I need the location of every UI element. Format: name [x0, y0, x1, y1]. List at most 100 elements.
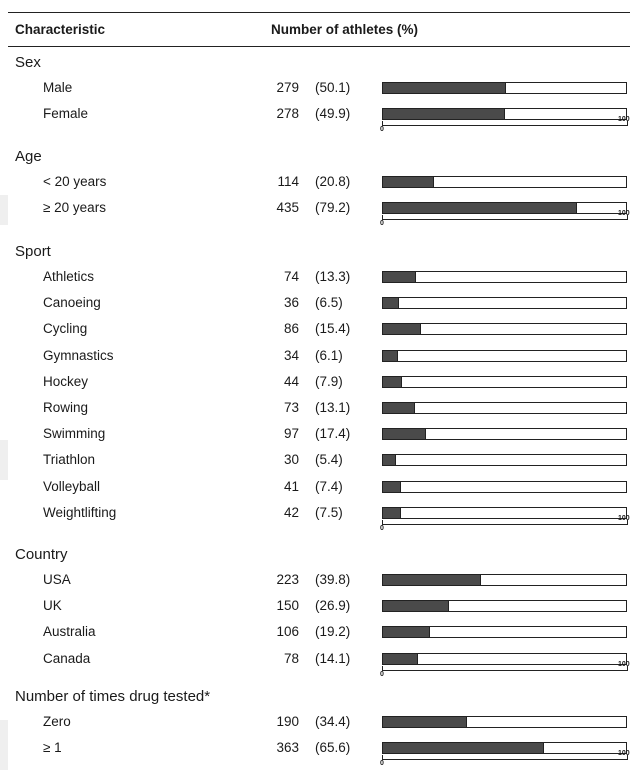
row-label: ≥ 1 [43, 740, 62, 756]
row-label: Athletics [43, 269, 95, 284]
scale-label-max: 100 [618, 660, 630, 668]
percent-bar [382, 454, 627, 467]
row-label: < 20 years [43, 174, 107, 189]
scale-tick-min [382, 215, 383, 220]
percent-bar [382, 742, 627, 755]
column-header-characteristic: Characteristic [15, 22, 106, 37]
scale-tick-min [382, 755, 383, 760]
percent-bar-fill [383, 298, 399, 309]
row-label: Weightlifting [43, 504, 117, 520]
row-label: Canada [43, 650, 91, 666]
percent-bar [382, 375, 627, 388]
scale-tick-max [627, 215, 628, 220]
row-count: 114 [277, 174, 299, 189]
row-percent: (49.9) [315, 106, 351, 122]
row-percent: (65.6) [315, 740, 351, 756]
row-percent: (15.4) [315, 321, 351, 337]
row-label: Cycling [43, 321, 88, 337]
scale-axis [382, 523, 628, 525]
percent-bar [382, 574, 627, 586]
scan-shade [0, 720, 8, 770]
row-percent: (20.8) [315, 174, 351, 189]
percent-bar-fill [383, 743, 544, 754]
scale-axis [382, 759, 628, 761]
percent-bar-fill [383, 83, 506, 93]
row-percent: (26.9) [315, 598, 351, 614]
percent-bar [382, 271, 627, 283]
percent-bar-fill [383, 653, 418, 664]
row-count: 435 [276, 200, 299, 216]
percent-bar [382, 176, 627, 188]
scale-label-min: 0 [380, 670, 384, 678]
row-label: Canoeing [43, 295, 101, 311]
scale-label-min: 0 [380, 524, 384, 532]
percent-bar-fill [383, 272, 416, 282]
row-percent: (7.5) [315, 504, 343, 520]
row-count: 223 [276, 572, 299, 587]
row-label: USA [43, 572, 71, 587]
row-percent: (14.1) [315, 650, 351, 666]
row-label: Australia [43, 624, 96, 640]
row-label: Female [43, 106, 89, 122]
row-percent: (19.2) [315, 624, 351, 640]
percent-bar [382, 202, 627, 215]
percent-bar [382, 506, 627, 519]
row-percent: (17.4) [315, 426, 351, 442]
scale-tick-min [382, 121, 383, 126]
percent-bar [382, 349, 627, 362]
row-count: 73 [283, 400, 299, 415]
percent-bar [382, 716, 627, 728]
scale-label-max: 100 [618, 514, 630, 522]
percent-bar-fill [383, 376, 403, 387]
percent-bar-fill [383, 350, 398, 361]
percent-bar [382, 480, 627, 493]
percent-bar-fill [383, 429, 426, 440]
percent-bar-fill [383, 627, 430, 638]
percent-bar-fill [383, 601, 449, 612]
row-percent: (7.4) [315, 478, 343, 494]
row-count: 44 [283, 373, 299, 389]
row-percent: (13.1) [315, 400, 351, 415]
section-title: Age [15, 148, 42, 165]
scale-axis [382, 219, 628, 221]
row-label: Gymnastics [43, 347, 114, 363]
row-percent: (34.4) [315, 714, 351, 729]
row-label: Triathlon [43, 452, 96, 468]
section-title: Sport [15, 243, 51, 260]
percent-bar-fill [383, 203, 577, 214]
row-count: 34 [283, 347, 299, 363]
percent-bar [382, 297, 627, 310]
row-label: Hockey [43, 373, 89, 389]
row-label: Volleyball [43, 478, 101, 494]
percent-bar-fill [383, 507, 402, 518]
scale-label-min: 0 [380, 220, 384, 228]
percent-bar-fill [383, 109, 506, 120]
percent-bar [382, 652, 627, 665]
row-percent: (6.1) [315, 347, 343, 363]
scan-shade [0, 195, 8, 225]
table-top-rule [8, 12, 630, 13]
scale-label-min: 0 [380, 760, 384, 768]
row-count: 278 [276, 106, 299, 122]
percent-bar [382, 402, 627, 414]
percent-bar [382, 626, 627, 639]
row-percent: (6.5) [315, 295, 343, 311]
row-percent: (50.1) [315, 80, 351, 95]
scale-label-min: 0 [380, 126, 384, 134]
scale-label-max: 100 [618, 210, 630, 218]
row-count: 97 [283, 426, 299, 442]
scale-tick-max [627, 665, 628, 670]
scale-tick-min [382, 519, 383, 524]
percent-bar-fill [383, 481, 402, 492]
row-percent: (13.3) [315, 269, 351, 284]
row-percent: (39.8) [315, 572, 351, 587]
header-bottom-rule [8, 46, 630, 47]
row-count: 78 [283, 650, 299, 666]
scale-label-max: 100 [618, 116, 630, 124]
row-percent: (79.2) [315, 200, 351, 216]
percent-bar-fill [383, 717, 468, 727]
percent-bar [382, 108, 627, 121]
section-title: Sex [15, 54, 41, 71]
row-label: Swimming [43, 426, 106, 442]
